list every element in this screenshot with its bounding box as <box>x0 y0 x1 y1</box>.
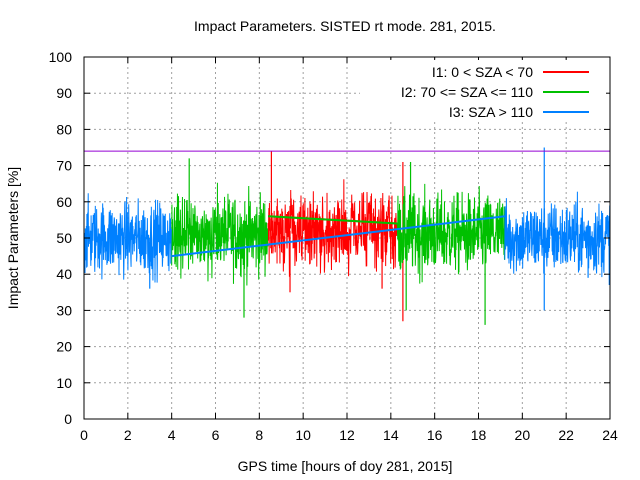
y-tick-label: 90 <box>56 85 72 101</box>
y-tick-label: 80 <box>56 121 72 137</box>
x-tick-label: 2 <box>124 427 132 443</box>
y-tick-label: 50 <box>56 230 72 246</box>
y-tick-label: 40 <box>56 266 72 282</box>
y-tick-label: 70 <box>56 158 72 174</box>
x-tick-label: 12 <box>339 427 355 443</box>
x-tick-label: 16 <box>427 427 443 443</box>
x-tick-label: 4 <box>168 427 176 443</box>
x-tick-label: 10 <box>295 427 311 443</box>
legend: I1: 0 < SZA < 70 I2: 70 <= SZA <= 110 I3: … <box>360 60 606 122</box>
y-tick-label: 20 <box>56 339 72 355</box>
x-tick-label: 6 <box>212 427 220 443</box>
series-line-I3 <box>504 191 611 285</box>
data-layer <box>83 147 611 325</box>
x-tick-label: 18 <box>471 427 487 443</box>
y-tick-label: 30 <box>56 302 72 318</box>
trend-line-I3 <box>171 215 505 258</box>
x-tick-label: 22 <box>558 427 574 443</box>
series-line-I3 <box>83 193 173 283</box>
chart-title: Impact Parameters. SISTED rt mode. 281, … <box>194 18 496 34</box>
legend-label-I1: I1: 0 < SZA < 70 <box>432 64 533 80</box>
series-line-I2 <box>171 182 269 286</box>
x-tick-label: 20 <box>515 427 531 443</box>
legend-label-I2: I2: 70 <= SZA <= 110 <box>401 84 533 100</box>
y-tick-label: 10 <box>56 375 72 391</box>
ticks: 0 2 4 6 8 10 12 14 16 18 20 22 240102030405060708090… <box>49 49 618 443</box>
x-axis-label: GPS time [hours of doy 281, 2015] <box>238 458 453 474</box>
x-tick-label: 14 <box>383 427 399 443</box>
x-tick-label: 8 <box>255 427 263 443</box>
y-tick-label: 100 <box>49 49 73 65</box>
legend-label-I3: I3: SZA > 110 <box>449 104 533 120</box>
trend-layer <box>84 150 610 258</box>
series-line-I2 <box>396 183 506 284</box>
y-axis-label: Impact Parameters [%] <box>5 167 21 309</box>
trend-line-I2 <box>268 215 398 225</box>
x-tick-label: 0 <box>80 427 88 443</box>
y-tick-label: 0 <box>64 411 72 427</box>
x-tick-label: 24 <box>602 427 618 443</box>
y-tick-label: 60 <box>56 194 72 210</box>
